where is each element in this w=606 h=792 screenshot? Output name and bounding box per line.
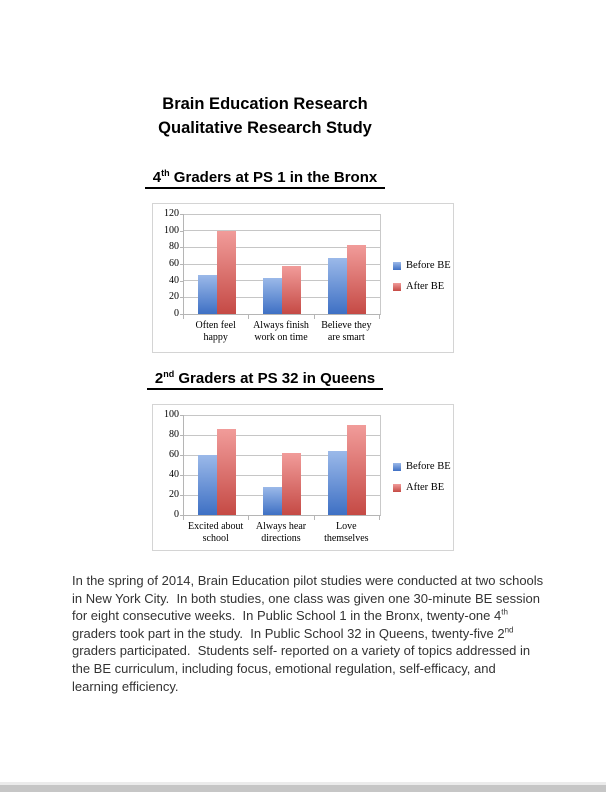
chart-legend: Before BE After BE xyxy=(393,260,451,302)
legend-label: After BE xyxy=(406,281,445,292)
x-axis-tick xyxy=(379,516,380,520)
paragraph-superscript-th: th xyxy=(501,607,508,617)
chart1-heading-number: 4 xyxy=(152,169,162,186)
bar-after-be xyxy=(282,453,301,515)
chart1-heading-rest: Graders at PS 1 in the Bronx xyxy=(169,169,378,186)
legend-item-after-be: After BE xyxy=(393,482,451,493)
y-axis-tick xyxy=(180,314,183,315)
y-axis-tick xyxy=(180,495,183,496)
y-axis-label: 80 xyxy=(169,241,179,253)
gridline-80 xyxy=(184,246,380,248)
y-axis-tick xyxy=(180,247,183,249)
gridline-100 xyxy=(184,230,380,232)
chart2-heading-number: 2 xyxy=(154,370,164,387)
legend-label: After BE xyxy=(406,482,445,493)
legend-swatch-icon xyxy=(393,261,401,270)
bar-before-be xyxy=(328,258,348,314)
x-axis-category-label: Love themselves xyxy=(324,521,369,544)
y-axis-tick xyxy=(180,515,183,516)
legend-swatch-icon xyxy=(393,462,401,471)
x-axis-category-label: Always finish work on time xyxy=(253,320,309,343)
x-axis-category-label: Excited about school xyxy=(188,521,244,544)
bar-after-be xyxy=(216,429,236,515)
paragraph-segment-3: graders participated. Students self- rep… xyxy=(72,643,531,694)
y-axis-tick xyxy=(180,280,183,282)
page-edge-shadow xyxy=(0,782,606,785)
y-axis-label: 20 xyxy=(169,291,179,303)
x-axis-category-label: Always hear directions xyxy=(255,521,307,544)
summary-paragraph: In the spring of 2014, Brain Education p… xyxy=(72,572,596,695)
document-title: Brain Education Research Qualitative Res… xyxy=(0,92,530,140)
chart1-heading-ordinal: th xyxy=(161,168,170,178)
legend-item-before-be: Before BE xyxy=(393,260,451,271)
y-axis-tick xyxy=(180,455,183,456)
y-axis-tick xyxy=(180,415,183,416)
gridline-120 xyxy=(184,213,380,215)
legend-label: Before BE xyxy=(406,461,451,472)
chart-queens-2nd-graders: 0 20 40 60 80 100 Excited about school Always h… xyxy=(152,404,454,551)
y-axis-label: 80 xyxy=(169,429,179,440)
bar-before-be xyxy=(197,455,217,515)
y-axis-label: 20 xyxy=(169,489,179,500)
y-axis-tick xyxy=(180,230,183,232)
y-axis-tick xyxy=(180,297,183,299)
chart1-heading: 4th Graders at PS 1 in the Bronx xyxy=(0,169,530,189)
paragraph-segment-2: graders took part in the study. In Publi… xyxy=(72,625,505,641)
chart2-heading-rest: Graders at PS 32 in Queens xyxy=(174,370,376,387)
y-axis-label: 120 xyxy=(164,208,179,219)
y-axis-label: 100 xyxy=(164,409,179,420)
chart1-heading-text: 4th Graders at PS 1 in the Bronx xyxy=(144,168,386,189)
y-axis-label: 40 xyxy=(169,469,179,480)
bar-before-be xyxy=(197,274,217,314)
viewer-background-strip xyxy=(0,785,606,792)
x-axis-tick xyxy=(183,315,184,319)
chart-legend: Before BE After BE xyxy=(393,461,451,503)
page-bottom-edge xyxy=(0,782,606,792)
legend-item-before-be: Before BE xyxy=(393,461,451,472)
bar-after-be xyxy=(282,265,301,314)
bar-after-be xyxy=(216,230,236,314)
x-axis-tick xyxy=(183,516,184,520)
x-axis-tick xyxy=(313,516,315,520)
x-axis-tick xyxy=(248,516,250,520)
x-axis-category-label: Often feel happy xyxy=(195,320,236,343)
y-axis-label: 60 xyxy=(169,449,179,460)
chart2-plot-area xyxy=(183,414,381,516)
chart2-heading-text: 2nd Graders at PS 32 in Queens xyxy=(146,369,384,390)
bar-after-be xyxy=(347,244,367,314)
chart1-plot-area xyxy=(183,213,381,315)
legend-swatch-icon xyxy=(393,483,401,492)
gridline-80 xyxy=(184,434,380,436)
x-axis-tick xyxy=(379,315,380,319)
y-axis-label: 40 xyxy=(169,274,179,286)
x-axis-tick xyxy=(313,315,315,319)
x-axis-tick xyxy=(248,315,250,319)
chart2-heading: 2nd Graders at PS 32 in Queens xyxy=(0,370,530,390)
legend-swatch-icon xyxy=(393,282,401,291)
chart2-heading-ordinal: nd xyxy=(163,369,175,379)
y-axis-label: 0 xyxy=(174,308,179,319)
bar-before-be xyxy=(263,487,282,515)
chart-bronx-4th-graders: 0 20 40 60 80 100 120 Often feel happy Always fi… xyxy=(152,203,454,353)
y-axis-tick xyxy=(180,214,183,215)
y-axis-label: 0 xyxy=(174,509,179,520)
y-axis-tick xyxy=(180,435,183,436)
gridline-60 xyxy=(184,263,380,265)
title-line-2: Qualitative Research Study xyxy=(158,119,372,137)
bar-before-be xyxy=(328,451,348,515)
legend-label: Before BE xyxy=(406,260,451,271)
x-axis-category-label: Believe they are smart xyxy=(321,320,372,343)
y-axis-tick xyxy=(180,264,183,265)
title-line-1: Brain Education Research xyxy=(162,95,368,113)
bar-after-be xyxy=(347,425,367,515)
legend-item-after-be: After BE xyxy=(393,281,451,292)
y-axis-label: 100 xyxy=(164,224,179,236)
y-axis-tick xyxy=(180,475,183,476)
y-axis-label: 60 xyxy=(169,258,179,269)
bar-before-be xyxy=(263,278,282,314)
gridline-100 xyxy=(184,414,380,416)
paragraph-segment-1: In the spring of 2014, Brain Education p… xyxy=(72,573,544,624)
paragraph-superscript-nd: nd xyxy=(504,625,514,635)
